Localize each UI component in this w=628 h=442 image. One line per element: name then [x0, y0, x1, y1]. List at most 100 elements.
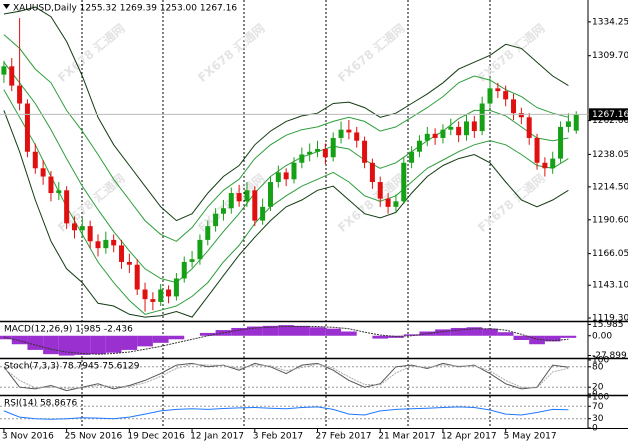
band-line: [3, 61, 569, 284]
macd-bar: [137, 335, 153, 347]
macd-bar: [294, 325, 310, 336]
candle-body: [275, 172, 281, 183]
candle-body: [158, 289, 164, 302]
candle-body: [463, 121, 469, 136]
candle-body: [24, 103, 30, 152]
candle-body: [487, 88, 493, 104]
candle-body: [511, 99, 517, 114]
x-tick-label: 27 Feb 2017: [316, 432, 372, 442]
macd-bar: [560, 335, 577, 338]
candle-body: [385, 198, 391, 207]
indicator-line: [3, 363, 569, 389]
y-tick-label: 1166.05: [592, 249, 628, 259]
macd-bar: [544, 335, 561, 342]
y-tick-label: 30: [592, 414, 604, 424]
candle-body: [346, 129, 352, 133]
candle-body: [244, 190, 250, 202]
candle-body: [573, 114, 579, 131]
macd-bar: [278, 325, 294, 336]
macd-bar: [450, 327, 467, 336]
candle-body: [103, 239, 109, 249]
candle-body: [236, 193, 242, 202]
candle-body: [197, 239, 203, 260]
y-tick-label: 1190.60: [592, 215, 628, 225]
candle-body: [362, 140, 368, 163]
macd-bar: [231, 327, 247, 336]
candle-body: [354, 132, 360, 141]
macd-bar: [152, 335, 169, 343]
band-line: [3, 6, 569, 222]
y-tick-label: 70: [592, 402, 604, 412]
macd-bar: [43, 335, 59, 355]
candle-body: [173, 278, 179, 297]
macd-bar: [121, 335, 138, 350]
candle-body: [479, 103, 485, 132]
candle-body: [565, 121, 571, 127]
candle-body: [315, 148, 321, 152]
y-tick-label: 100: [592, 356, 609, 366]
macd-bar: [11, 335, 28, 345]
candle-body: [17, 85, 23, 104]
candle-body: [150, 299, 156, 302]
pane-title: Stoch(7,3,3) 78.7945 75.6129: [4, 362, 140, 372]
candle-body: [189, 259, 195, 262]
macd-bar: [466, 327, 483, 336]
candle-body: [495, 88, 501, 92]
candle-body: [205, 226, 211, 240]
y-tick-label: 1143.10: [592, 281, 628, 291]
y-tick-label: 20: [592, 383, 604, 393]
y-tick-label: 80: [592, 362, 604, 372]
x-tick-label: 5 May 2017: [504, 432, 557, 442]
candle-body: [1, 66, 7, 75]
candle-body: [448, 126, 454, 130]
candle-body: [307, 151, 313, 155]
pane-title: MACD(12,26,9) 1.985 -2.436: [4, 325, 133, 335]
x-tick-label: 12 Jan 2017: [190, 432, 244, 442]
candle-body: [134, 264, 140, 290]
candle-body: [471, 121, 477, 132]
macd-bar: [497, 332, 514, 336]
macd-bar: [74, 335, 91, 355]
candle-body: [267, 182, 273, 207]
candle-body: [40, 168, 46, 177]
candle-body: [64, 190, 70, 224]
macd-bar: [529, 335, 545, 345]
candle-body: [228, 193, 234, 209]
macd-bar: [372, 335, 389, 339]
indicator-line: [3, 406, 569, 420]
last-price-tag: [589, 108, 628, 121]
candle-body: [534, 137, 540, 163]
macd-bar: [27, 335, 44, 350]
candle-body: [166, 289, 172, 297]
macd-bar: [0, 335, 12, 340]
candle-body: [213, 213, 219, 227]
macd-bar: [246, 326, 263, 336]
candle-body: [291, 162, 297, 180]
pane-title: RSI(14) 58.8676: [4, 399, 77, 409]
macd-bar: [341, 331, 357, 336]
band-line: [3, 110, 569, 318]
candle-body: [322, 148, 328, 158]
candle-body: [32, 151, 38, 169]
candle-body: [550, 158, 556, 169]
y-tick-label: 1214.50: [592, 182, 628, 192]
macd-bar: [513, 335, 530, 340]
macd-bar: [309, 327, 326, 336]
y-tick-label: 1238.05: [592, 150, 628, 160]
y-tick-label: 1262.60: [592, 116, 628, 126]
band-line: [3, 89, 569, 315]
candle-body: [260, 206, 266, 221]
candle-body: [518, 113, 524, 118]
candle-body: [220, 208, 226, 214]
candle-body: [432, 133, 438, 138]
candle-body: [111, 239, 117, 246]
candle-body: [456, 126, 462, 136]
macd-bar: [435, 329, 451, 336]
x-tick-label: 25 Nov 2016: [65, 432, 123, 442]
candle-body: [409, 151, 415, 163]
